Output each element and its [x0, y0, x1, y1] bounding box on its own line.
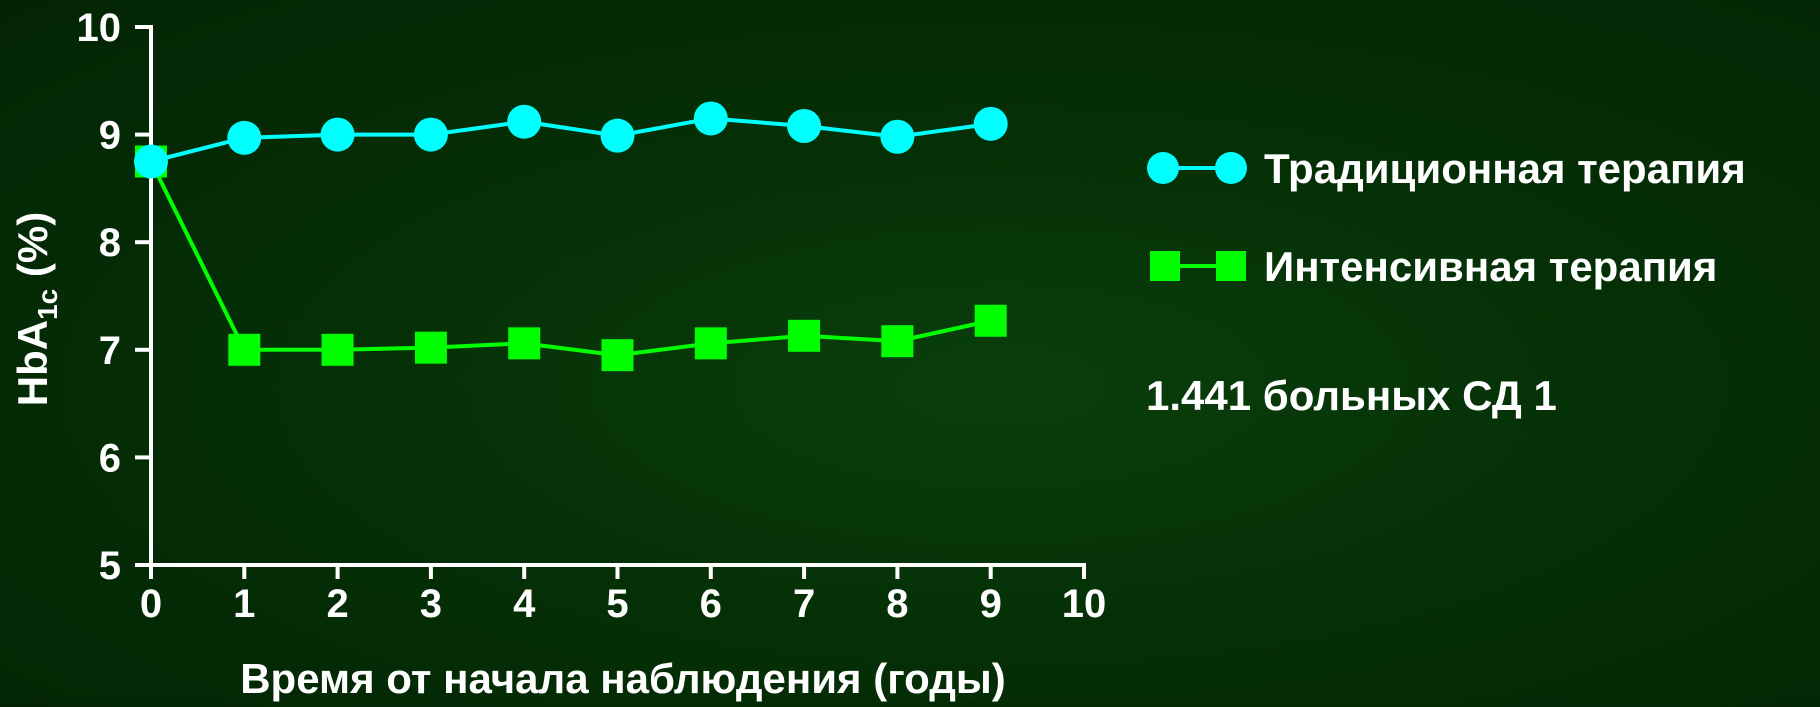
legend-marker-intensive — [1216, 251, 1246, 281]
x-tick-label: 9 — [980, 582, 1002, 626]
x-tick-label: 10 — [1062, 582, 1107, 626]
data-point-intensive — [414, 331, 447, 364]
y-axis-title-subscript: 1c — [32, 289, 63, 320]
x-axis-title: Время от начала наблюдения (годы) — [240, 655, 1006, 702]
y-tick-label: 7 — [99, 329, 121, 373]
y-tick-label: 8 — [99, 221, 121, 265]
legend-item-traditional: Традиционная терапия — [1147, 145, 1746, 192]
y-tick-label: 5 — [99, 544, 121, 588]
x-tick-label: 0 — [140, 582, 162, 626]
x-tick-label: 6 — [700, 582, 722, 626]
data-point-traditional — [693, 101, 728, 136]
data-point-traditional — [320, 117, 355, 152]
legend-marker-traditional — [1215, 152, 1247, 184]
data-point-intensive — [788, 319, 821, 352]
data-point-intensive — [694, 327, 727, 360]
data-point-intensive — [228, 333, 261, 366]
y-tick-label: 9 — [99, 114, 121, 158]
data-point-traditional — [227, 120, 262, 155]
y-axis-title-tail: (%) — [9, 212, 56, 289]
series-line-traditional — [150, 116, 991, 164]
legend-marker-traditional — [1147, 152, 1179, 184]
data-point-intensive — [601, 339, 634, 372]
legend-label-intensive: Интенсивная терапия — [1264, 243, 1717, 290]
data-point-traditional — [134, 144, 168, 179]
x-tick-label: 1 — [233, 582, 255, 626]
legend-item-intensive: Интенсивная терапия — [1150, 243, 1717, 290]
data-point-intensive — [881, 325, 914, 358]
data-point-traditional — [973, 106, 1008, 141]
legend-marker-intensive — [1150, 251, 1180, 281]
y-axis-title: HbA1c (%) — [9, 212, 63, 406]
x-tick-label: 5 — [606, 582, 628, 626]
axes: 0 1 2 3 4 5 6 7 8 9 10 5 6 7 8 9 10 — [77, 6, 1107, 626]
data-point-traditional — [880, 119, 915, 154]
y-axis-title-main: HbA — [9, 320, 56, 406]
y-tick-label: 10 — [77, 6, 122, 50]
y-tick-label: 6 — [99, 436, 121, 480]
annotation-patient-count: 1.441 больных СД 1 — [1146, 372, 1557, 419]
data-point-traditional — [600, 118, 635, 153]
data-point-intensive — [974, 304, 1007, 337]
x-tick-label: 3 — [420, 582, 442, 626]
legend-label-traditional: Традиционная терапия — [1264, 145, 1746, 192]
data-point-intensive — [508, 327, 541, 360]
data-point-intensive — [321, 333, 354, 366]
x-tick-label: 4 — [513, 582, 536, 626]
x-tick-label: 8 — [886, 582, 908, 626]
x-tick-label: 2 — [326, 582, 348, 626]
series-layer — [134, 101, 1008, 372]
legend: Традиционная терапия Интенсивная терапия — [1147, 145, 1746, 290]
series-line-intensive — [149, 160, 992, 358]
data-point-traditional — [787, 108, 822, 143]
data-point-traditional — [413, 117, 448, 152]
x-tick-label: 7 — [793, 582, 815, 626]
data-point-traditional — [507, 104, 542, 139]
